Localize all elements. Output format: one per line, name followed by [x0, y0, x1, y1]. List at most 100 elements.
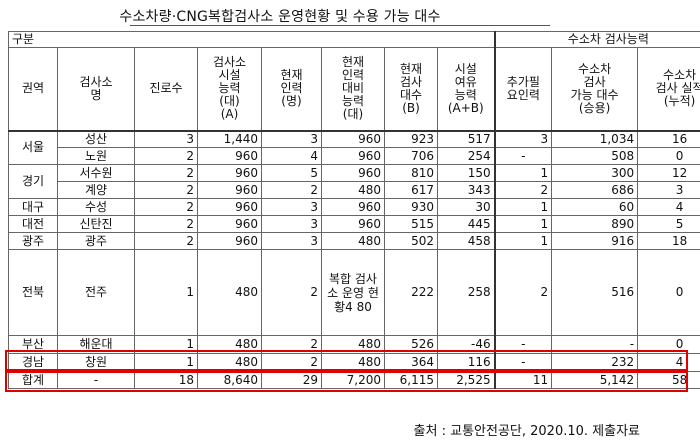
col-header-extra-staff: 추가필 요인력 — [493, 47, 553, 132]
possible-cell: 300 — [551, 164, 639, 182]
name-cell: 전주 — [57, 249, 135, 336]
spare-cell: 30 — [436, 198, 496, 216]
staff-capacity-cell: 480 — [321, 181, 385, 199]
staff-cell: 2 — [261, 249, 322, 336]
extra-staff-cell: 2 — [493, 181, 553, 199]
record-cell: 16 — [637, 130, 700, 148]
capacity-cell: 480 — [197, 353, 262, 372]
record-cell: 4 — [637, 198, 700, 216]
current-cell: 617 — [384, 181, 438, 199]
staff-cell: 3 — [261, 130, 322, 148]
table-row: 대전 신탄진 2 960 3 960 515 445 1 890 5 — [8, 215, 700, 233]
record-cell: 18 — [637, 232, 700, 250]
lanes-cell: 2 — [134, 181, 198, 199]
region-cell: 광주 — [8, 232, 58, 250]
table-row: 계양 2 960 2 480 617 343 2 686 3 — [9, 181, 700, 199]
possible-cell: 1,034 — [551, 130, 639, 148]
spare-cell: 254 — [436, 147, 496, 165]
possible-cell: 60 — [551, 198, 639, 216]
staff-cell: 2 — [261, 181, 322, 199]
staff-cell: 5 — [261, 164, 322, 182]
extra-staff-cell: - — [493, 147, 553, 165]
extra-staff-cell: 1 — [493, 232, 553, 250]
col-header-possible: 수소차 검사 가능 대수 (승용) — [551, 47, 639, 132]
table-row: 경기 서수원 2 960 5 960 810 150 1 300 12 — [8, 164, 700, 199]
col-header-staff-capacity: 현재 인력 대비 능력 (대) — [321, 47, 385, 132]
spare-cell: 517 — [436, 130, 496, 148]
table-row: 서울 성산 3 1,440 3 960 923 517 3 1,034 16 — [8, 130, 700, 165]
record-cell: 0 — [637, 249, 700, 336]
lanes-cell: 1 — [134, 249, 198, 336]
table-title: 수소차량·CNG복합검사소 운영현황 및 수용 가능 대수 — [119, 9, 441, 25]
staff-capacity-cell: 960 — [321, 164, 385, 182]
lanes-cell: 2 — [134, 215, 198, 233]
table-row: 대구 수성 2 960 3 960 930 30 1 60 4 — [8, 198, 700, 216]
name-cell: 수성 — [57, 198, 135, 216]
record-cell: 5 — [637, 215, 700, 233]
group-left-header: 구분 — [7, 31, 496, 48]
capacity-cell: 960 — [197, 232, 262, 250]
table-row: 전북 전주 1 480 2 복합 검사소 운영 현황4 80 222 258 2… — [8, 249, 700, 336]
name-cell: 계양 — [57, 181, 135, 199]
spare-cell: 116 — [436, 353, 496, 372]
title-underline — [130, 25, 550, 26]
region-cell: 경기 — [8, 164, 58, 199]
col-header-lanes: 진로수 — [134, 47, 198, 132]
table-row: 노원 2 960 4 960 706 254 - 508 0 — [9, 147, 700, 165]
record-cell: 12 — [637, 164, 700, 182]
spare-cell: 150 — [436, 164, 496, 182]
record-cell: 0 — [637, 147, 700, 165]
table-row: 경남 창원 1 480 2 480 364 116 - 232 4 — [8, 353, 700, 372]
staff-capacity-cell: 480 — [321, 353, 385, 372]
spare-cell: 258 — [436, 249, 496, 336]
staff-capacity-cell: 복합 검사소 운영 현황4 80 — [321, 249, 385, 336]
possible-cell: 890 — [551, 215, 639, 233]
current-cell: 515 — [384, 215, 438, 233]
col-header-record: 수소차 검사 실적 (누적) — [637, 47, 700, 132]
staff-capacity-cell: 960 — [321, 198, 385, 216]
staff-cell: 4 — [261, 147, 322, 165]
current-cell: 502 — [384, 232, 438, 250]
col-header-region: 권역 — [8, 47, 58, 132]
current-cell: 923 — [384, 130, 438, 148]
lanes-cell: 2 — [134, 198, 198, 216]
record-cell: 3 — [637, 181, 700, 199]
col-header-spare: 시설 여유 능력 (A+B) — [436, 47, 496, 132]
capacity-cell: 960 — [197, 215, 262, 233]
source-note: 출처 : 교통안전공단, 2020.10. 제출자료 — [413, 424, 640, 439]
capacity-cell: 480 — [197, 249, 262, 336]
col-header-name: 검사소 명 — [57, 47, 135, 132]
highlight-box-busan — [5, 350, 688, 371]
capacity-cell: 960 — [197, 181, 262, 199]
region-cell: 전북 — [8, 249, 58, 336]
staff-capacity-cell: 960 — [321, 215, 385, 233]
lanes-cell: 2 — [134, 164, 198, 182]
current-cell: 810 — [384, 164, 438, 182]
inspection-table: 구분 수소차 검사능력 권역 검사소 명 진로수 검사소 시설 능력 (대) (A) 현재… — [7, 31, 700, 389]
extra-staff-cell: 1 — [493, 164, 553, 182]
capacity-cell: 960 — [197, 164, 262, 182]
lanes-cell: 3 — [134, 130, 198, 148]
col-header-staff: 현재 인력 (명) — [261, 47, 322, 132]
name-cell: 신탄진 — [57, 215, 135, 233]
name-cell: 성산 — [57, 130, 135, 148]
capacity-cell: 1,440 — [197, 130, 262, 148]
staff-capacity-cell: 960 — [321, 147, 385, 165]
capacity-cell: 960 — [197, 147, 262, 165]
extra-staff-cell: 1 — [493, 198, 553, 216]
group-right-header: 수소차 검사능력 — [493, 31, 700, 48]
region-cell: 서울 — [8, 130, 58, 165]
staff-capacity-cell: 480 — [321, 232, 385, 250]
possible-cell: 516 — [551, 249, 639, 336]
possible-cell: 916 — [551, 232, 639, 250]
current-cell: 6,115 — [384, 371, 438, 389]
extra-staff-cell: 2 — [493, 249, 553, 336]
column-header-row: 권역 검사소 명 진로수 검사소 시설 능력 (대) (A) 현재 인력 (명) 현재 인력 대비… — [8, 47, 700, 132]
spare-cell: 445 — [436, 215, 496, 233]
spare-cell: 2,525 — [436, 371, 496, 389]
col-header-current: 현재 검사 대수 (B) — [384, 47, 438, 132]
spare-cell: 343 — [436, 181, 496, 199]
table-row: 광주 광주 2 960 3 480 502 458 1 916 18 — [8, 232, 700, 250]
current-cell: 222 — [384, 249, 438, 336]
extra-staff-cell: 3 — [493, 130, 553, 148]
